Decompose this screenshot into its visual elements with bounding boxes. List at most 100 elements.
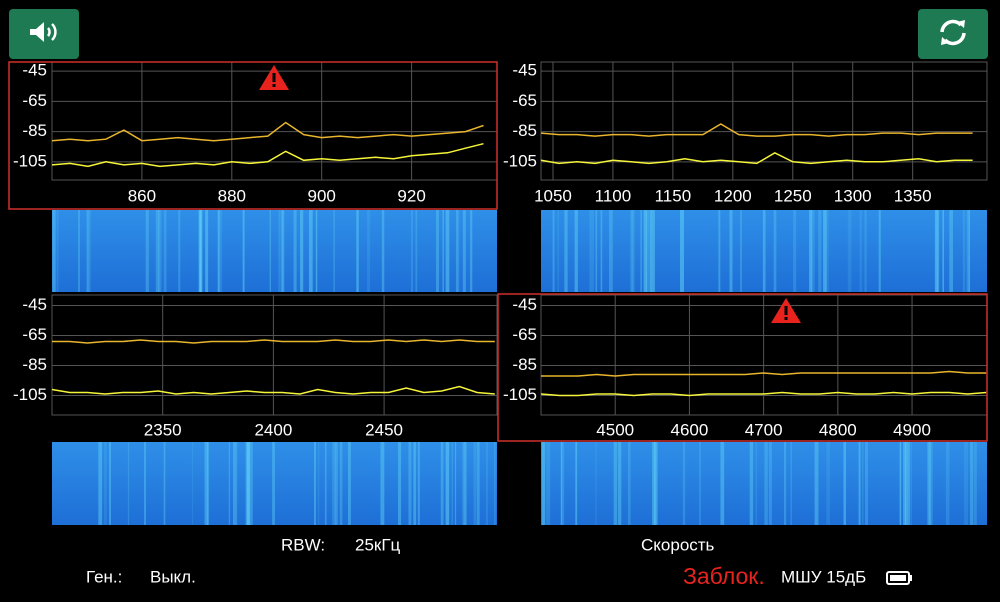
waterfall-stripe: [332, 442, 336, 525]
waterfall-stripe: [899, 442, 902, 525]
waterfall-stripe: [98, 442, 103, 525]
waterfall-stripe: [417, 442, 420, 525]
y-tick-label: -65: [22, 325, 47, 344]
waterfall-stripe: [557, 210, 559, 292]
waterfall-stripe: [278, 210, 281, 292]
waterfall-stripe: [199, 210, 203, 292]
waterfall-stripe: [564, 210, 568, 292]
waterfall-stripe: [629, 442, 631, 525]
waterfall-stripe: [269, 210, 271, 292]
waterfall-stripe: [155, 210, 160, 292]
rbw-label: RBW:: [281, 535, 325, 554]
waterfall-stripe: [552, 210, 555, 292]
alert-dot: [272, 84, 276, 87]
waterfall-stripe: [218, 210, 223, 292]
waterfall-stripe: [682, 442, 686, 525]
waterfall-stripe: [445, 210, 450, 292]
waterfall-stripe: [613, 442, 618, 525]
y-tick-label: -105: [503, 385, 537, 404]
waterfall-stripe: [163, 210, 167, 292]
waterfall-stripe: [768, 442, 772, 525]
alert-frame: [497, 293, 988, 442]
waterfall-stripe: [308, 210, 313, 292]
speed-label: Скорость: [641, 535, 715, 554]
waterfall-stripe: [698, 442, 702, 525]
waterfall-stripe: [762, 210, 766, 292]
waterfall-stripe: [333, 210, 335, 292]
refresh-button[interactable]: [918, 9, 988, 59]
x-tick-label: 920: [397, 186, 425, 205]
x-tick-label: 4500: [596, 420, 634, 439]
waterfall-stripe: [858, 442, 861, 525]
waterfall-stripe: [462, 210, 466, 292]
x-tick-label: 4700: [745, 420, 783, 439]
waterfall-stripe: [608, 210, 613, 292]
waterfall-stripe: [928, 442, 933, 525]
waterfall-stripe: [718, 210, 721, 292]
speaker-waves[interactable]: [46, 23, 57, 41]
waterfall-stripe: [629, 210, 633, 292]
waterfall: [52, 442, 497, 525]
x-tick-label: 2350: [144, 420, 182, 439]
waterfall-stripe: [411, 210, 413, 292]
waterfall-stripe: [199, 210, 202, 292]
waterfall-stripe: [145, 210, 149, 292]
gen-label: Ген.:: [86, 567, 122, 586]
waterfall-stripe: [442, 210, 444, 292]
x-tick-label: 1250: [774, 186, 812, 205]
waterfall-stripe: [600, 210, 603, 292]
waterfall-stripe: [936, 210, 940, 292]
speaker-icon[interactable]: [30, 22, 44, 42]
waterfall-stripe: [973, 442, 977, 525]
waterfall-stripe: [949, 210, 954, 292]
waterfall-stripe: [456, 210, 458, 292]
x-tick-label: 1050: [534, 186, 572, 205]
waterfall-stripe: [749, 442, 754, 525]
waterfall-stripe: [861, 442, 864, 525]
waterfall-stripe: [108, 442, 111, 525]
waterfall-stripe: [217, 210, 220, 292]
waterfall-stripe: [720, 442, 725, 525]
waterfall-stripe: [408, 442, 412, 525]
refresh-heads[interactable]: [941, 20, 965, 45]
waterfall-stripe: [934, 210, 939, 292]
waterfall-stripe: [246, 442, 250, 525]
waterfall-stripe: [574, 210, 578, 292]
y-tick-label: -85: [512, 121, 537, 140]
waterfall-stripe: [455, 210, 460, 292]
waterfall-stripe: [809, 210, 813, 292]
waterfall-stripe: [178, 210, 181, 292]
waterfall-stripe: [864, 210, 867, 292]
waterfall-stripe: [86, 210, 89, 292]
waterfall-stripe: [232, 442, 237, 525]
battery-body: [886, 571, 910, 585]
waterfall-stripe: [847, 210, 852, 292]
waterfall-stripe: [651, 210, 655, 292]
x-tick-label: 1300: [834, 186, 872, 205]
sound-button[interactable]: [9, 9, 79, 59]
refresh-button-bg[interactable]: [918, 9, 988, 59]
waterfall-stripe: [470, 210, 473, 292]
waterfall-stripe: [903, 442, 906, 525]
x-tick-label: 1100: [595, 186, 632, 205]
waterfall-stripe: [590, 210, 594, 292]
waterfall-stripe: [324, 442, 327, 525]
y-tick-label: -85: [22, 355, 47, 374]
battery-level: [890, 575, 906, 581]
waterfall-stripe: [442, 442, 444, 525]
y-tick-label: -105: [13, 151, 47, 170]
waterfall-stripe: [649, 210, 652, 292]
x-tick-label: 4800: [819, 420, 857, 439]
x-tick-label: 1350: [894, 186, 932, 205]
waterfall-stripe: [281, 210, 283, 292]
rbw-value: 25кГц: [355, 535, 401, 554]
y-tick-label: -65: [512, 91, 537, 110]
x-tick-label: 2400: [254, 420, 292, 439]
waterfall-stripe: [144, 442, 146, 525]
waterfall-stripe: [652, 442, 656, 525]
trace: [540, 391, 987, 397]
waterfall-stripe: [942, 210, 944, 292]
waterfall-stripe: [397, 442, 402, 525]
waterfall-stripe: [546, 442, 551, 525]
